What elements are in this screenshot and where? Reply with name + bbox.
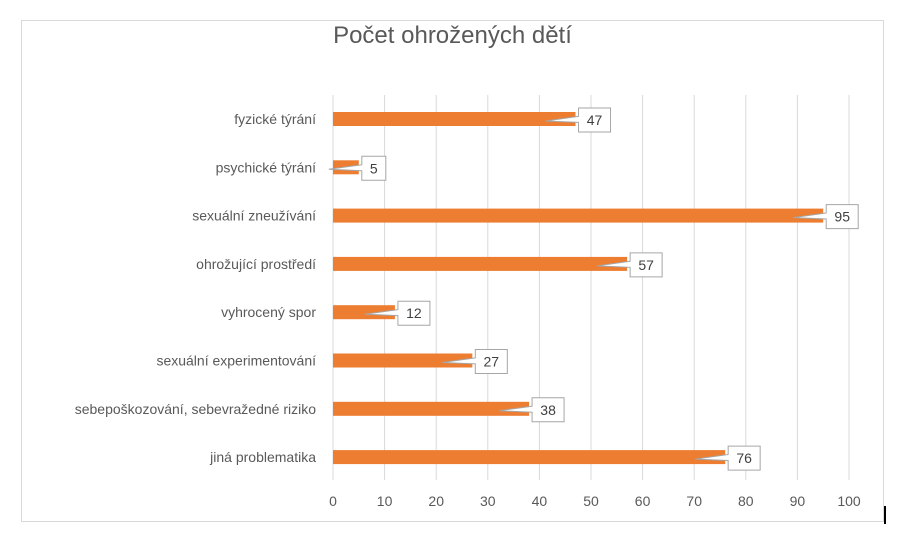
data-label: 27 — [484, 354, 500, 370]
category-label: psychické týrání — [216, 159, 316, 175]
x-tick-label: 30 — [480, 493, 496, 509]
x-tick-label: 100 — [837, 493, 861, 509]
x-tick-label: 80 — [738, 493, 754, 509]
chart-frame — [21, 20, 884, 522]
x-tick-label: 60 — [635, 493, 651, 509]
category-label: fyzické týrání — [234, 111, 316, 127]
bar — [333, 112, 576, 126]
category-label: sexuální zneužívání — [192, 208, 316, 224]
chart-title: Počet ohrožených dětí — [333, 22, 572, 49]
data-label: 76 — [736, 450, 752, 466]
bar — [333, 208, 824, 223]
x-tick-label: 70 — [686, 493, 702, 509]
category-label: sebepoškozování, sebevražedné riziko — [75, 401, 316, 417]
data-label: 47 — [587, 112, 603, 128]
data-label-callout — [364, 300, 431, 326]
category-label: vyhrocený spor — [221, 304, 316, 320]
edge-mark — [884, 506, 886, 524]
bar — [333, 353, 473, 368]
data-label: 95 — [834, 209, 850, 225]
category-label: ohrožující prostředí — [196, 256, 316, 272]
data-label: 5 — [370, 160, 378, 176]
data-label-callout — [328, 155, 387, 181]
data-label-callout — [597, 252, 663, 278]
data-label-callout — [695, 445, 761, 471]
x-tick-label: 40 — [532, 493, 548, 509]
bar — [333, 401, 530, 416]
data-label-callout — [545, 107, 612, 133]
data-label-callout — [442, 349, 508, 374]
data-label: 38 — [540, 402, 556, 418]
bar — [333, 450, 726, 465]
data-label: 57 — [638, 257, 654, 273]
x-tick-label: 10 — [377, 493, 393, 509]
bar — [333, 305, 395, 320]
x-tick-label: 50 — [583, 493, 599, 509]
data-label-callout — [499, 397, 565, 423]
data-label: 12 — [406, 305, 422, 321]
category-label: jiná problematika — [209, 449, 316, 465]
x-tick-label: 0 — [329, 493, 337, 509]
x-tick-label: 90 — [790, 493, 806, 509]
x-tick-label: 20 — [428, 493, 444, 509]
category-label: sexuální experimentování — [156, 353, 316, 369]
bar — [333, 256, 628, 271]
data-label-callout — [793, 204, 859, 230]
